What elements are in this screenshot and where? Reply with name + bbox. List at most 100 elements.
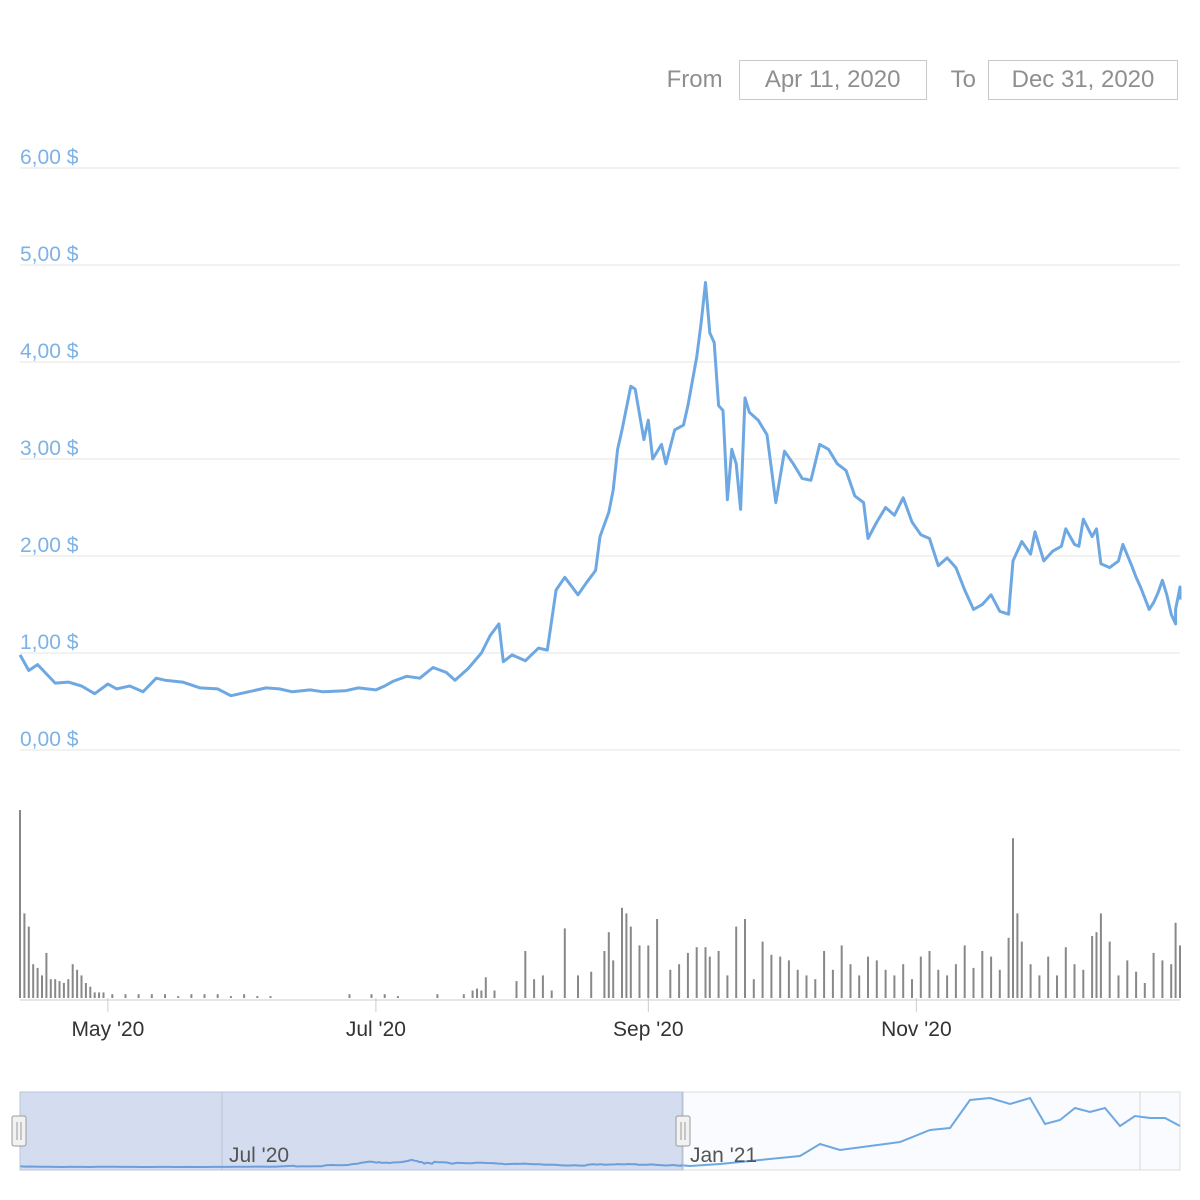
volume-bar: [476, 988, 478, 998]
volume-bar: [41, 975, 43, 998]
volume-bar: [814, 979, 817, 998]
volume-bar: [1012, 838, 1014, 998]
volume-bar: [787, 960, 790, 998]
volume-bar: [190, 994, 193, 998]
volume-bar: [647, 945, 650, 998]
volume-bar: [111, 994, 114, 998]
volume-bar: [27, 926, 30, 998]
volume-bar: [867, 956, 869, 998]
volume-bar: [541, 975, 544, 998]
navigator[interactable]: Jul '20 Jan '21: [11, 1091, 1181, 1171]
navigator-selected-range[interactable]: [19, 1091, 684, 1171]
volume-bar: [1152, 952, 1155, 998]
volume-bar: [1056, 975, 1058, 998]
volume-bar: [1020, 941, 1023, 998]
volume-bar: [89, 986, 92, 998]
volume-bar: [704, 947, 707, 998]
volume-bar: [963, 945, 966, 998]
volume-bar: [761, 941, 764, 998]
volume-bar: [770, 954, 773, 998]
volume-bar: [203, 994, 206, 998]
volume-bar: [744, 919, 746, 998]
volume-bar: [1099, 913, 1102, 998]
volume-bar: [71, 964, 74, 998]
volume-bar: [471, 990, 474, 998]
volume-bar: [1082, 969, 1085, 998]
range-selector: From Apr 11, 2020 To Dec 31, 2020: [667, 60, 1178, 100]
volume-bar: [348, 994, 351, 998]
volume-bar: [678, 964, 681, 998]
volume-bar: [686, 952, 689, 998]
y-tick-label: 1,00 $: [20, 631, 79, 654]
volume-bar: [621, 907, 623, 998]
volume-bar: [1161, 960, 1164, 998]
volume-bar: [49, 979, 52, 998]
volume-bar: [164, 994, 166, 998]
to-label: To: [950, 66, 976, 93]
volume-bar: [256, 996, 259, 998]
volume-bar: [735, 926, 738, 998]
x-tick-label: Sep '20: [613, 1018, 684, 1041]
volume-bar: [726, 975, 729, 998]
volume-bar: [98, 992, 101, 998]
y-tick-label: 3,00 $: [20, 437, 79, 460]
y-axis-labels: 0,00 $ 1,00 $ 2,00 $ 3,00 $ 4,00 $ 5,00 $ 6,00…: [20, 146, 79, 751]
volume-bar: [58, 981, 61, 998]
volume-bar: [62, 983, 65, 998]
from-date-input[interactable]: Apr 11, 2020: [738, 60, 927, 100]
volume-bar: [954, 964, 957, 998]
volume-bar: [480, 990, 483, 998]
volume-bar: [981, 951, 984, 998]
volume-bar: [84, 983, 87, 998]
volume-bar: [269, 996, 272, 998]
volume-bar: [946, 975, 949, 998]
volume-bar: [32, 964, 35, 998]
volume-bar: [550, 990, 553, 998]
volume-bar: [1117, 975, 1120, 998]
volume-bar: [45, 952, 48, 998]
volume-bar: [990, 956, 993, 998]
y-tick-label: 6,00 $: [20, 146, 79, 169]
volume-bar: [76, 969, 79, 998]
volume-bar: [638, 945, 641, 998]
to-date-input[interactable]: Dec 31, 2020: [988, 60, 1178, 100]
volume-bar: [216, 994, 219, 998]
volume-bar: [229, 996, 232, 998]
volume-bar: [1108, 941, 1111, 998]
volume-bar: [823, 951, 826, 998]
volume-bar: [1047, 956, 1050, 998]
volume-bar: [150, 994, 153, 998]
volume-bar: [1095, 932, 1098, 998]
volume-bar: [462, 994, 465, 998]
volume-bar: [656, 919, 659, 998]
volume-bar: [840, 945, 843, 998]
navigator-series-line: [19, 1096, 1181, 1169]
volume-bar: [1038, 975, 1041, 998]
x-tick-label: May '20: [71, 1018, 144, 1041]
volume-bar: [919, 956, 922, 998]
volume-bar: [911, 979, 913, 998]
navigator-left-handle[interactable]: [11, 1115, 27, 1147]
volume-bar: [796, 969, 799, 998]
volume-bar: [93, 992, 96, 998]
volume-bar: [805, 975, 808, 998]
volume-bar: [607, 932, 610, 998]
volume-bar: [243, 994, 246, 998]
x-tick-label: Jul '20: [346, 1018, 406, 1041]
volume-bar: [1091, 936, 1094, 998]
volume-bar: [752, 979, 755, 998]
volume-bar: [524, 951, 527, 998]
volume-bar: [1029, 964, 1032, 998]
y-tick-label: 2,00 $: [20, 534, 79, 557]
volume-bar: [1143, 983, 1146, 998]
volume-bar: [577, 975, 579, 998]
volume-bar: [629, 926, 632, 998]
y-tick-label: 5,00 $: [20, 243, 79, 266]
volume-bar: [849, 964, 852, 998]
y-tick-label: 4,00 $: [20, 340, 79, 363]
volume-bar: [370, 994, 373, 998]
volume-bar: [436, 994, 439, 998]
navigator-right-handle[interactable]: [675, 1115, 691, 1147]
volume-bar: [1016, 913, 1019, 998]
